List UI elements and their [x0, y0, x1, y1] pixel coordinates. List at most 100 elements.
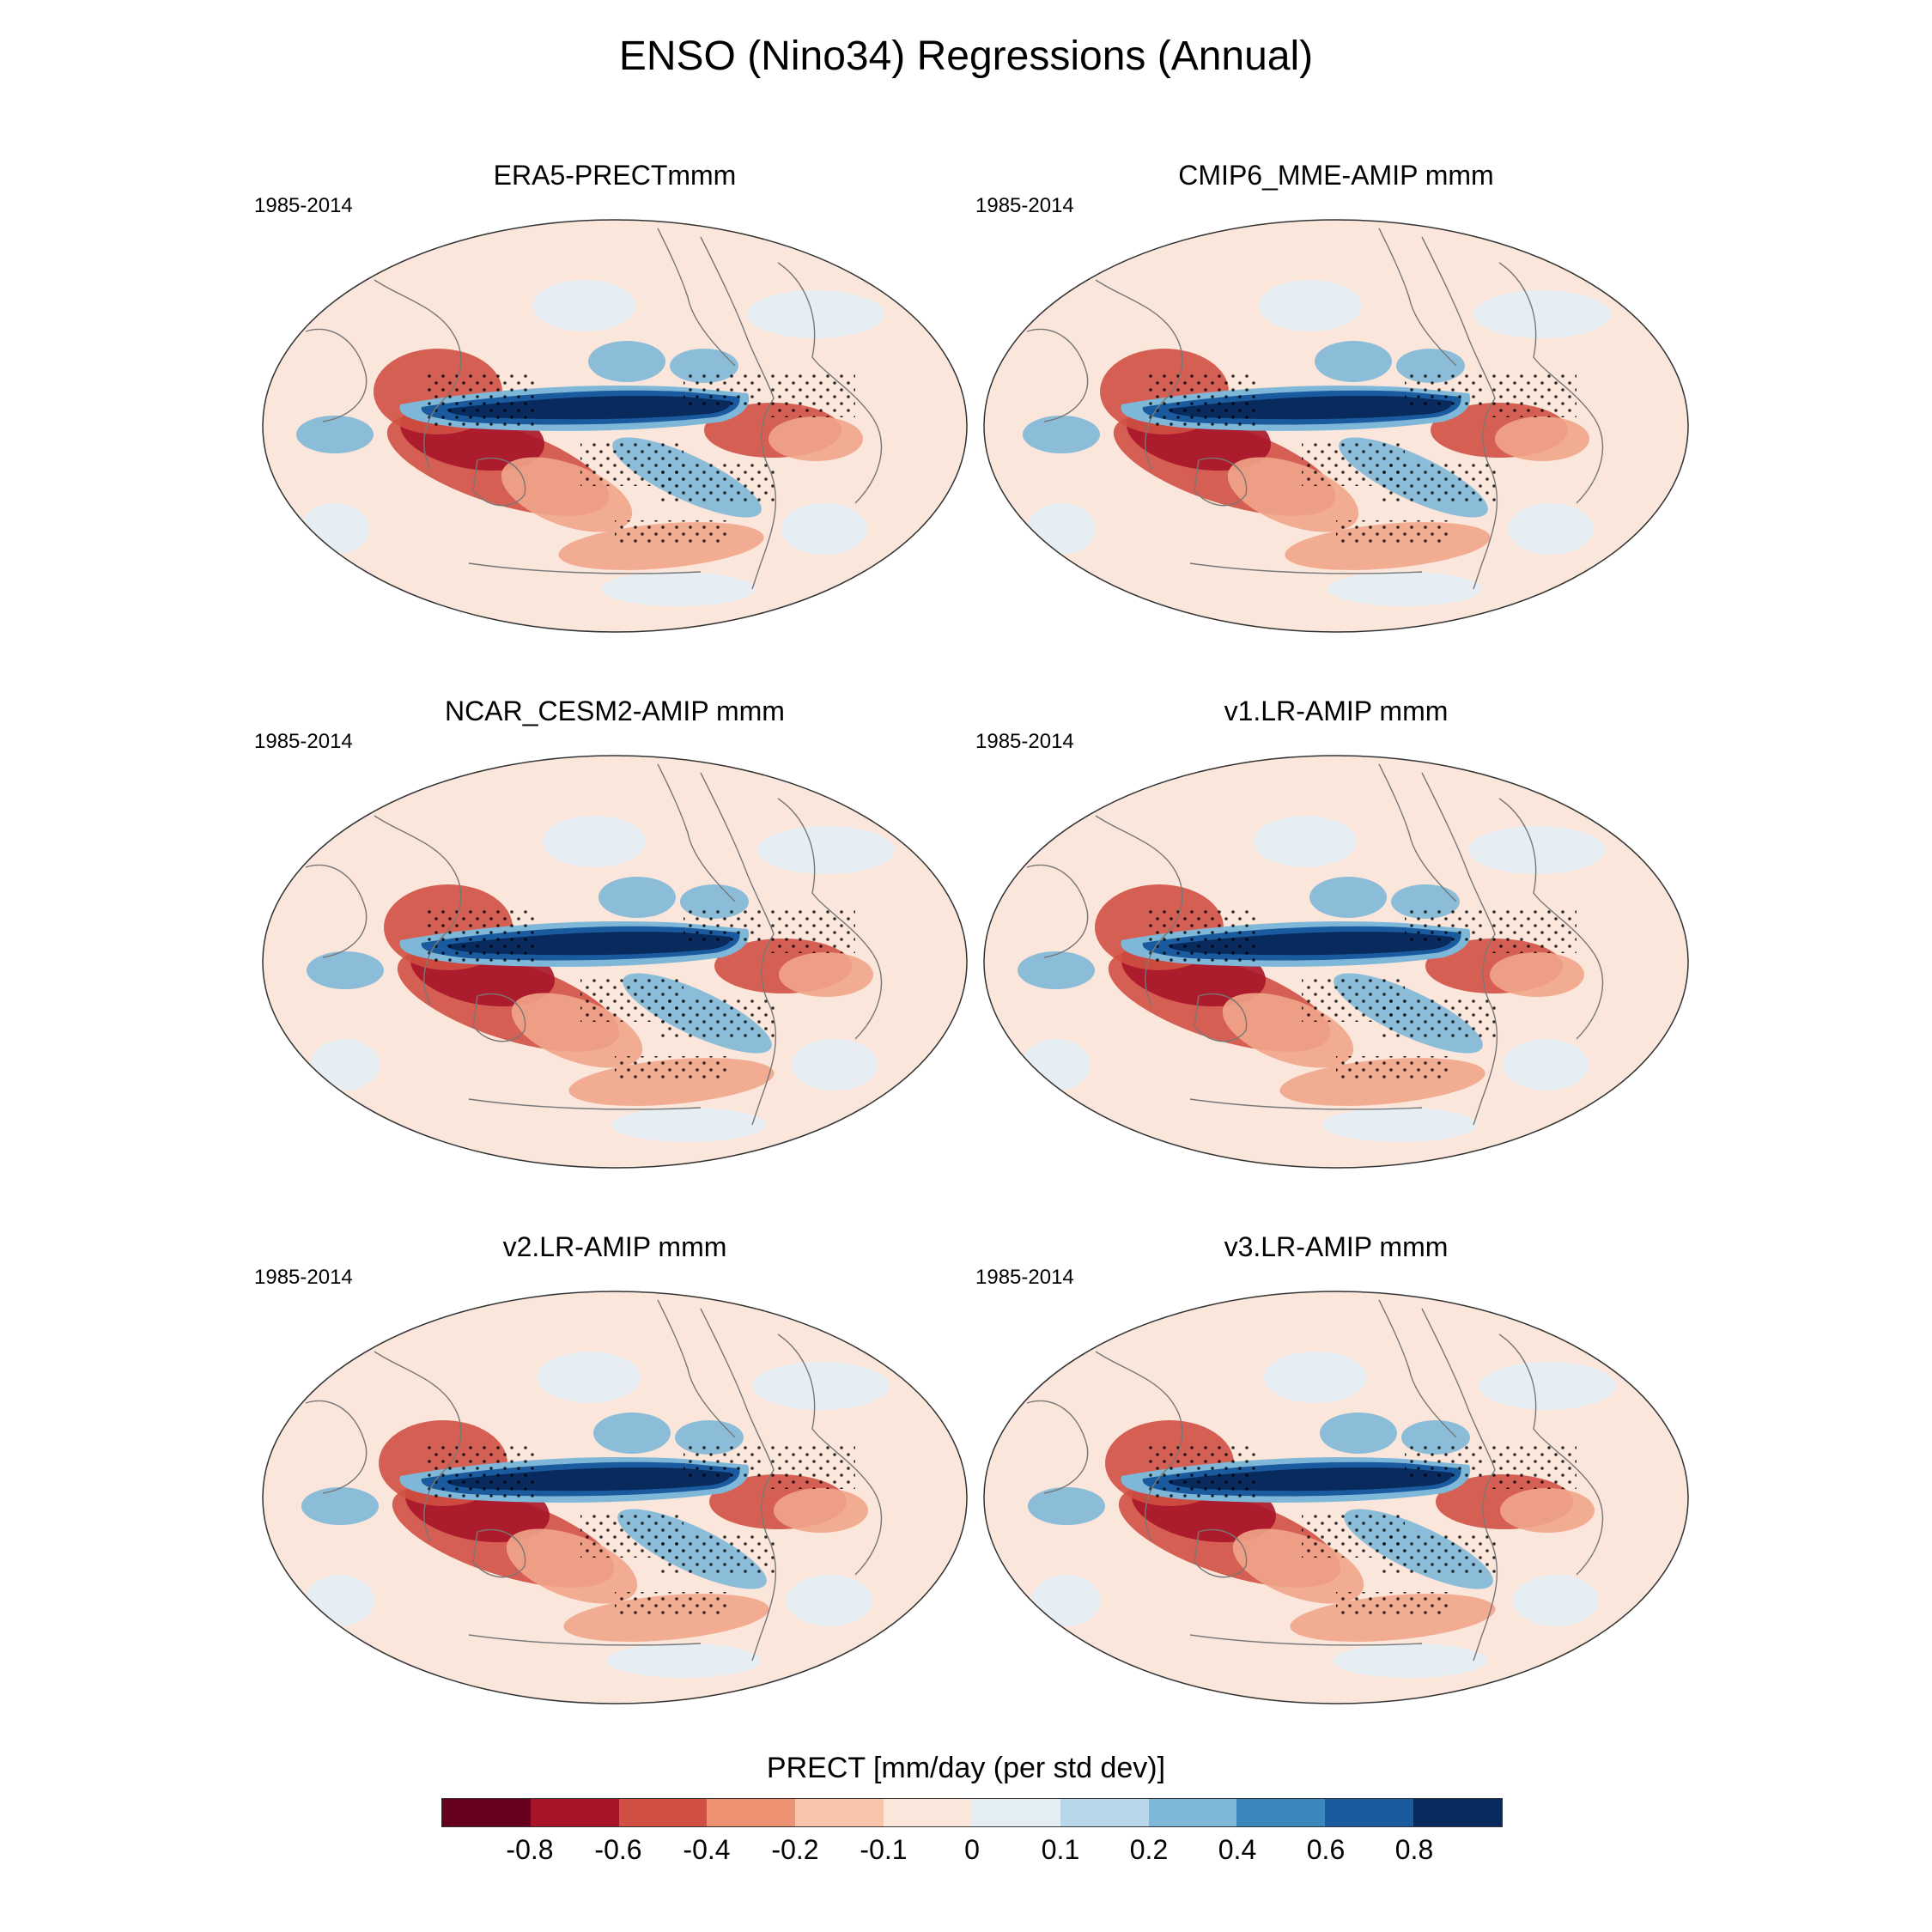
anomaly-region [781, 503, 867, 555]
coastline [1421, 772, 1498, 1126]
anomaly-region [787, 1575, 872, 1626]
anomaly-region [611, 1108, 766, 1142]
coastline [1378, 228, 1457, 367]
coastline [1189, 562, 1423, 574]
colorbar-swatch [707, 1799, 796, 1826]
colorbar-swatch [971, 1799, 1060, 1826]
anomaly-region [1315, 341, 1392, 382]
significance-stipple [426, 910, 538, 962]
coastline [472, 993, 526, 1042]
map-panel-cmip6-mme: CMIP6_MME-AMIP mmm 1985-2014 [975, 160, 1697, 641]
robinson-map [262, 1291, 968, 1704]
anomaly-region [1322, 1108, 1477, 1142]
map-panel-v3-lr: v3.LR-AMIP mmm 1985-2014 [975, 1231, 1697, 1712]
anomaly-region [1023, 416, 1100, 453]
coastline [305, 1400, 368, 1494]
anomaly-region [538, 1352, 641, 1403]
significance-stipple [658, 996, 778, 1039]
coastline [700, 236, 777, 590]
colorbar-tick-label: 0.2 [1129, 1834, 1169, 1865]
colorbar-swatch [1148, 1799, 1237, 1826]
significance-stipple [1147, 1446, 1259, 1498]
coastline [1421, 1308, 1498, 1662]
colorbar-swatch [795, 1799, 884, 1826]
anomaly-region [1500, 1488, 1595, 1533]
panel-title: v1.LR-AMIP mmm [1224, 696, 1449, 726]
colorbar-swatch [1325, 1799, 1414, 1826]
significance-stipple [1336, 1056, 1448, 1082]
anomaly-region [769, 416, 863, 461]
coastline [1026, 864, 1089, 958]
panel-period: 1985-2014 [975, 730, 1074, 753]
significance-stipple [769, 374, 855, 417]
colorbar-swatch [618, 1799, 708, 1826]
map-field [984, 756, 1688, 1168]
panel-period: 1985-2014 [254, 730, 353, 753]
anomaly-region [1032, 1575, 1101, 1626]
significance-stipple [1147, 910, 1259, 962]
significance-stipple [1147, 374, 1259, 426]
significance-stipple [426, 1446, 538, 1498]
coastline [1194, 457, 1248, 507]
coastline [1026, 328, 1089, 422]
anomaly-region [1479, 1362, 1616, 1410]
anomaly-region [296, 416, 374, 453]
significance-stipple [658, 460, 778, 503]
coastline [1026, 1400, 1089, 1494]
colorbar-swatch [1060, 1799, 1149, 1826]
anomaly-region [757, 826, 895, 874]
coastline [777, 262, 883, 504]
anomaly-region [532, 280, 635, 331]
map-outline [262, 219, 968, 633]
significance-stipple [1336, 520, 1448, 546]
significance-stipple [769, 1446, 855, 1489]
anomaly-region [1028, 1487, 1105, 1525]
anomaly-region [1254, 816, 1357, 867]
anomaly-region [1022, 1039, 1091, 1091]
anomaly-region [1333, 1643, 1487, 1678]
map-panel-era5: ERA5-PRECTmmm 1985-2014 [254, 160, 975, 641]
map-outline [262, 1291, 968, 1704]
anomaly-region [307, 951, 384, 989]
significance-stipple [1405, 910, 1482, 945]
panel-title: NCAR_CESM2-AMIP mmm [445, 696, 785, 726]
coastline [472, 457, 526, 507]
coastline [468, 1098, 702, 1110]
panel-title: v3.LR-AMIP mmm [1224, 1231, 1449, 1262]
anomaly-region [301, 1487, 379, 1525]
anomaly-region [601, 572, 756, 606]
significance-stipple [1491, 1446, 1577, 1489]
coastline [1189, 1098, 1423, 1110]
anomaly-region [1513, 1575, 1599, 1626]
colorbar-swatch [1413, 1799, 1502, 1826]
colorbar-tick-label: -0.4 [683, 1834, 731, 1865]
significance-stipple [1336, 1592, 1448, 1618]
map-outline [262, 755, 968, 1169]
coastline [1498, 262, 1604, 504]
panel-title: v2.LR-AMIP mmm [502, 1231, 727, 1262]
coastline [1498, 1334, 1604, 1576]
anomaly-region [1309, 877, 1387, 918]
anomaly-region [1027, 503, 1096, 555]
panel-title: ERA5-PRECTmmm [493, 160, 737, 191]
anomaly-region [1259, 280, 1362, 331]
map-field [984, 1291, 1688, 1704]
coastline [657, 763, 736, 902]
colorbar-tick-label: 0.4 [1218, 1834, 1257, 1865]
anomaly-region [1490, 952, 1584, 997]
anomaly-region [1508, 503, 1594, 555]
anomaly-region [1264, 1352, 1367, 1403]
map-panel-ncar-cesm2: NCAR_CESM2-AMIP mmm 1985-2014 [254, 696, 975, 1176]
robinson-map [262, 219, 968, 633]
colorbar-swatch [884, 1799, 972, 1826]
colorbar-title: PRECT [mm/day (per std dev)] [766, 1752, 1166, 1784]
coastline [468, 1634, 702, 1646]
significance-stipple [1491, 374, 1577, 417]
panel-period: 1985-2014 [254, 194, 353, 217]
coastline [1189, 1634, 1423, 1646]
coastline [1194, 993, 1248, 1042]
colorbar [441, 1798, 1503, 1827]
anomaly-region [588, 341, 665, 382]
anomaly-region [747, 290, 884, 338]
anomaly-region [792, 1039, 878, 1091]
